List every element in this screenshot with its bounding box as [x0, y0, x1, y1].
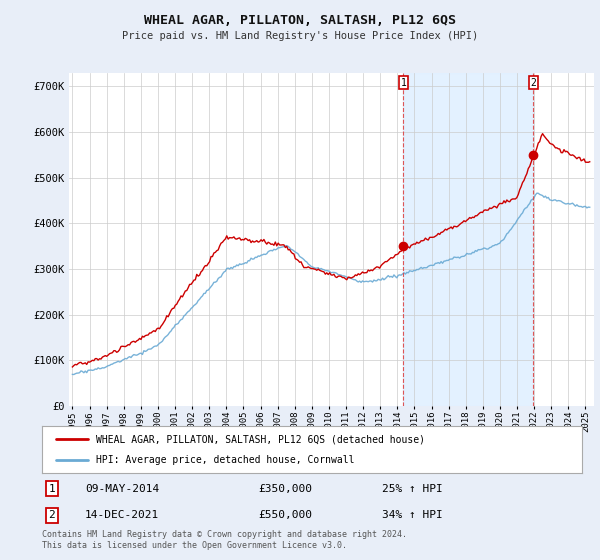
Text: 09-MAY-2014: 09-MAY-2014 [85, 484, 160, 493]
Text: WHEAL AGAR, PILLATON, SALTASH, PL12 6QS (detached house): WHEAL AGAR, PILLATON, SALTASH, PL12 6QS … [96, 435, 425, 445]
Text: WHEAL AGAR, PILLATON, SALTASH, PL12 6QS: WHEAL AGAR, PILLATON, SALTASH, PL12 6QS [144, 14, 456, 27]
Text: 2: 2 [49, 510, 55, 520]
Text: Contains HM Land Registry data © Crown copyright and database right 2024.: Contains HM Land Registry data © Crown c… [42, 530, 407, 539]
Bar [403, 73, 533, 406]
Text: £550,000: £550,000 [258, 510, 312, 520]
Text: 1: 1 [401, 78, 406, 88]
Text: 2: 2 [530, 78, 536, 88]
Text: Price paid vs. HM Land Registry's House Price Index (HPI): Price paid vs. HM Land Registry's House … [122, 31, 478, 41]
Text: This data is licensed under the Open Government Licence v3.0.: This data is licensed under the Open Gov… [42, 541, 347, 550]
Text: £350,000: £350,000 [258, 484, 312, 493]
Text: 1: 1 [49, 484, 55, 493]
Text: 34% ↑ HPI: 34% ↑ HPI [382, 510, 443, 520]
Text: 25% ↑ HPI: 25% ↑ HPI [382, 484, 443, 493]
Text: 14-DEC-2021: 14-DEC-2021 [85, 510, 160, 520]
Text: HPI: Average price, detached house, Cornwall: HPI: Average price, detached house, Corn… [96, 455, 355, 465]
